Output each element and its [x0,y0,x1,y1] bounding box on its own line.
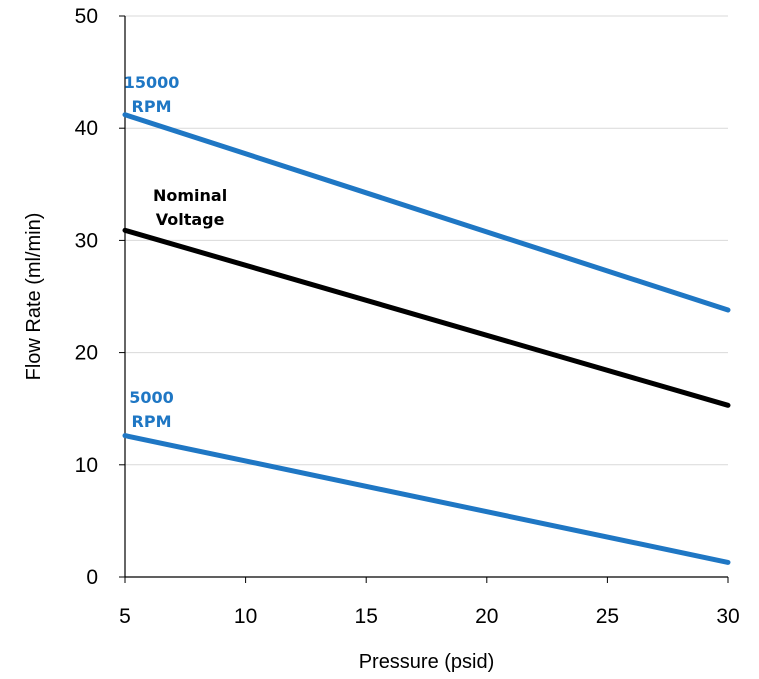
gridlines [125,15,728,466]
y-tick-label: 0 [86,566,98,589]
y-tick-label: 40 [75,117,98,140]
y-tick-label: 10 [75,454,98,477]
x-tick-label: 30 [716,605,739,628]
annotation-label: RPM [132,97,172,116]
annotations: 15000 RPM Nominal Voltage 5000 RPM [124,73,228,431]
tick-labels: 0 10 20 30 40 50 5 10 15 20 25 30 [75,5,740,628]
series-line-1 [122,227,731,408]
annotation-label: RPM [132,412,172,431]
axes [119,15,729,583]
y-tick-label: 50 [75,5,98,28]
y-tick-label: 20 [75,342,98,365]
x-tick-label: 10 [234,605,257,628]
annotation-label: 15000 [124,73,180,92]
series-line-2 [122,433,731,565]
y-tick-label: 30 [75,229,98,252]
annotation-label: 5000 [129,388,174,407]
x-tick-label: 5 [119,605,131,628]
annotation-label: Voltage [156,210,225,229]
series-line-0 [122,112,731,313]
x-tick-label: 25 [596,605,619,628]
series-lines [122,112,731,565]
x-tick-label: 15 [355,605,378,628]
annotation-label: Nominal [153,186,227,205]
x-axis-title: Pressure (psid) [359,651,495,673]
x-tick-label: 20 [475,605,498,628]
y-axis-title: Flow Rate (ml/min) [23,213,45,381]
